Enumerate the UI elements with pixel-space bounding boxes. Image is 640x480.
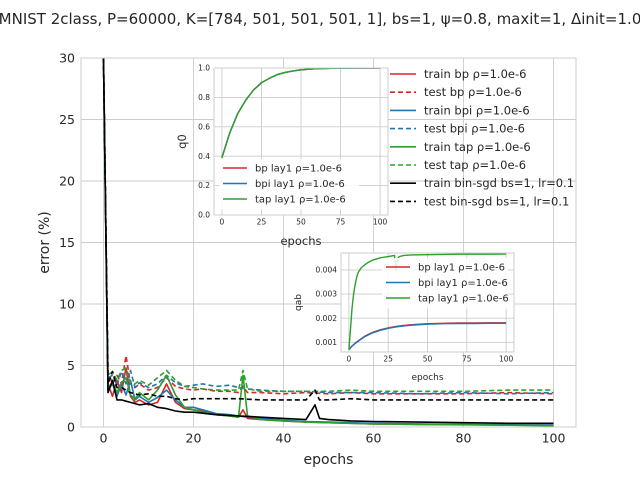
inset-qab-legend-entry: tap lay1 ρ=1.0e-6: [418, 294, 509, 305]
main-x-tick-label: 0: [100, 430, 108, 445]
main-series-group: [102, 58, 554, 427]
main-legend-entry: train bp ρ=1.0e-6: [424, 67, 526, 81]
main-legend-entry: train bpi ρ=1.0e-6: [424, 103, 530, 117]
chart-title: MNIST 2class, P=60000, K=[784, 501, 501,…: [0, 10, 640, 28]
inset-q0-legend-entry: tap lay1 ρ=1.0e-6: [255, 195, 346, 206]
inset-qab-y-axis-label: qab: [294, 294, 304, 311]
main-legend-entry: train tap ρ=1.0e-6: [424, 140, 531, 154]
inset-qab-legend-entry: bpi lay1 ρ=1.0e-6: [418, 278, 508, 289]
main-series-line: [102, 58, 554, 393]
main-y-tick-label: 5: [67, 358, 75, 373]
main-x-tick-label: 20: [186, 430, 202, 445]
inset-qab-y-tick-label: 0.004: [316, 266, 338, 275]
inset-q0-y-tick-label: 0.8: [198, 93, 210, 102]
main-legend-entry: train bin-sgd bs=1, lr=0.1: [424, 176, 574, 190]
inset-q0-y-tick-label: 1.0: [198, 64, 210, 73]
inset-qab-x-tick-label: 100: [499, 355, 514, 364]
main-series-line: [102, 58, 554, 427]
inset-q0-legend-entry: bpi lay1 ρ=1.0e-6: [255, 179, 345, 190]
inset-qab-x-tick-label: 0: [346, 355, 351, 364]
inset-qab-plot-frame: [340, 252, 515, 353]
main-legend-entry: test bpi ρ=1.0e-6: [424, 122, 525, 136]
inset-q0-x-tick-label: 75: [336, 218, 346, 227]
inset-q0-x-tick-label: 100: [373, 218, 388, 227]
inset-qab-y-tick-label: 0.003: [316, 290, 338, 299]
main-y-tick-label: 15: [59, 235, 75, 250]
inset-qab-legend-entry: bp lay1 ρ=1.0e-6: [418, 263, 505, 274]
inset-qab-x-tick-label: 50: [423, 355, 433, 364]
inset-qab-x-tick-label: 25: [383, 355, 393, 364]
main-x-axis-label: epochs: [304, 452, 354, 468]
main-y-tick-label: 0: [67, 419, 75, 434]
inset-q0-y-axis-label: q0: [175, 134, 189, 149]
main-series-line: [102, 58, 554, 395]
main-x-tick-label: 40: [276, 430, 292, 445]
inset-qab-y-tick-label: 0.002: [316, 314, 338, 323]
inset-q0-x-axis-label: epochs: [280, 234, 321, 248]
inset-q0-y-tick-label: 0.2: [198, 181, 210, 190]
inset-q0-x-tick-label: 25: [257, 218, 267, 227]
inset-q0-y-tick-label: 0.4: [198, 152, 210, 161]
main-x-tick-label: 80: [456, 430, 472, 445]
inset-qab-x-tick-label: 75: [462, 355, 472, 364]
main-legend-entry: test bp ρ=1.0e-6: [424, 85, 522, 99]
main-legend-entry: test tap ρ=1.0e-6: [424, 158, 526, 172]
main-series-line: [102, 58, 554, 401]
main-y-tick-label: 10: [59, 296, 75, 311]
main-y-axis-label: error (%): [37, 211, 53, 274]
inset-q0-plot: 0 25 50 75 100 0.0 0.2 0.4 0.6 0.8 1.0 epochs q0 bp l…: [175, 64, 389, 248]
inset-qab-series-group: [348, 253, 507, 351]
inset-q0-y-tick-label: 0.6: [198, 122, 210, 131]
main-y-tick-label: 25: [59, 112, 75, 127]
main-series-line: [102, 58, 554, 425]
inset-qab-plot: 0 25 50 75 100 0.001 0.002 0.003 0.004 epochs qab b…: [294, 252, 515, 383]
inset-qab-x-axis-label: epochs: [411, 373, 443, 383]
main-x-tick-label: 100: [542, 430, 566, 445]
inset-q0-y-tick-label: 0.0: [198, 211, 210, 220]
main-plot-frame: [80, 57, 577, 428]
inset-q0-plot-frame: [213, 67, 389, 216]
inset-qab-series-line: [348, 253, 507, 350]
inset-qab-series-line: [348, 322, 507, 351]
inset-q0-legend-entry: bp lay1 ρ=1.0e-6: [255, 164, 342, 175]
inset-q0-x-tick-label: 50: [296, 218, 306, 227]
main-x-tick-label: 60: [366, 430, 382, 445]
main-legend-entry: test bin-sgd bs=1, lr=0.1: [424, 194, 569, 208]
inset-q0-x-tick-label: 0: [220, 218, 225, 227]
inset-qab-y-tick-label: 0.001: [316, 338, 338, 347]
main-y-tick-label: 20: [59, 173, 75, 188]
main-y-tick-label: 30: [59, 50, 75, 65]
